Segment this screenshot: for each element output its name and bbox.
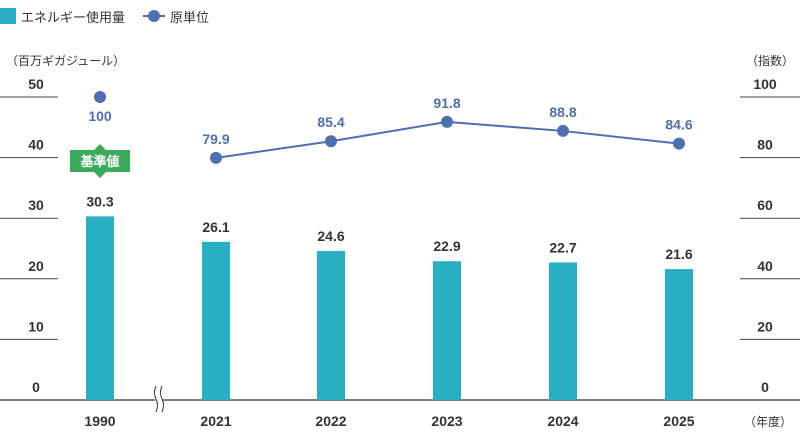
- bar-value-label: 30.3: [86, 193, 113, 209]
- x-tick-label: 2025: [663, 413, 694, 429]
- left-tick-label: 50: [28, 76, 44, 92]
- intensity-value-label: 84.6: [665, 117, 692, 133]
- intensity-point: [673, 137, 685, 150]
- bar: [433, 261, 461, 400]
- legend-bar-swatch: [0, 8, 16, 24]
- legend-bar-label: エネルギー使用量: [21, 9, 126, 25]
- left-tick-label: 20: [28, 258, 44, 274]
- intensity-value-label: 88.8: [549, 104, 576, 120]
- axis-break-left: [154, 385, 158, 413]
- x-axis-unit: （年度）: [743, 415, 792, 429]
- bar-value-label: 24.6: [317, 228, 344, 244]
- bar-value-label: 26.1: [202, 219, 229, 235]
- intensity-value-label: 91.8: [433, 95, 460, 111]
- x-tick-label: 1990: [84, 413, 115, 429]
- right-tick-label: 0: [761, 379, 769, 395]
- intensity-value-label: 79.9: [202, 131, 229, 147]
- baseline-badge-label: 基準値: [79, 154, 119, 170]
- x-tick-label: 2022: [315, 413, 346, 429]
- intensity-point: [210, 151, 222, 164]
- x-tick-label: 2023: [431, 413, 462, 429]
- left-axis-unit: （百万ギガジュール）: [6, 54, 126, 68]
- left-tick-label: 30: [28, 197, 44, 213]
- intensity-value-label: 85.4: [317, 114, 344, 130]
- left-tick-label: 0: [32, 379, 40, 395]
- bar: [665, 269, 693, 400]
- bar: [549, 262, 577, 400]
- left-tick-label: 40: [28, 137, 44, 153]
- left-tick-label: 10: [28, 318, 44, 334]
- right-axis-unit: （指数）: [745, 54, 794, 68]
- bar-value-label: 22.9: [433, 238, 460, 254]
- legend: エネルギー使用量 原単位: [0, 6, 227, 26]
- x-tick-label: 2024: [547, 413, 578, 429]
- right-tick-label: 20: [757, 318, 773, 334]
- baseline-badge-shape: [70, 144, 130, 178]
- right-tick-label: 80: [757, 137, 773, 153]
- x-tick-label: 2021: [200, 413, 231, 429]
- intensity-point: [441, 115, 453, 128]
- bar: [317, 250, 345, 400]
- right-tick-label: 60: [757, 197, 773, 213]
- legend-item-energy: エネルギー使用量: [0, 7, 125, 26]
- intensity-point: [325, 135, 337, 148]
- legend-item-intensity: 原単位: [143, 7, 209, 26]
- axis-break-gap: [155, 386, 163, 412]
- bar-value-label: 21.6: [665, 246, 692, 262]
- legend-line-swatch: [143, 9, 166, 23]
- intensity-point: [557, 124, 569, 137]
- bar: [202, 241, 230, 400]
- legend-line-label: 原単位: [170, 9, 210, 25]
- right-tick-label: 40: [757, 258, 773, 274]
- right-tick-label: 100: [753, 76, 777, 92]
- intensity-value-label: 100: [88, 108, 112, 124]
- bar-value-label: 22.7: [549, 239, 576, 255]
- intensity-point: [94, 91, 106, 103]
- axis-break-right: [160, 385, 164, 413]
- bar: [86, 216, 114, 400]
